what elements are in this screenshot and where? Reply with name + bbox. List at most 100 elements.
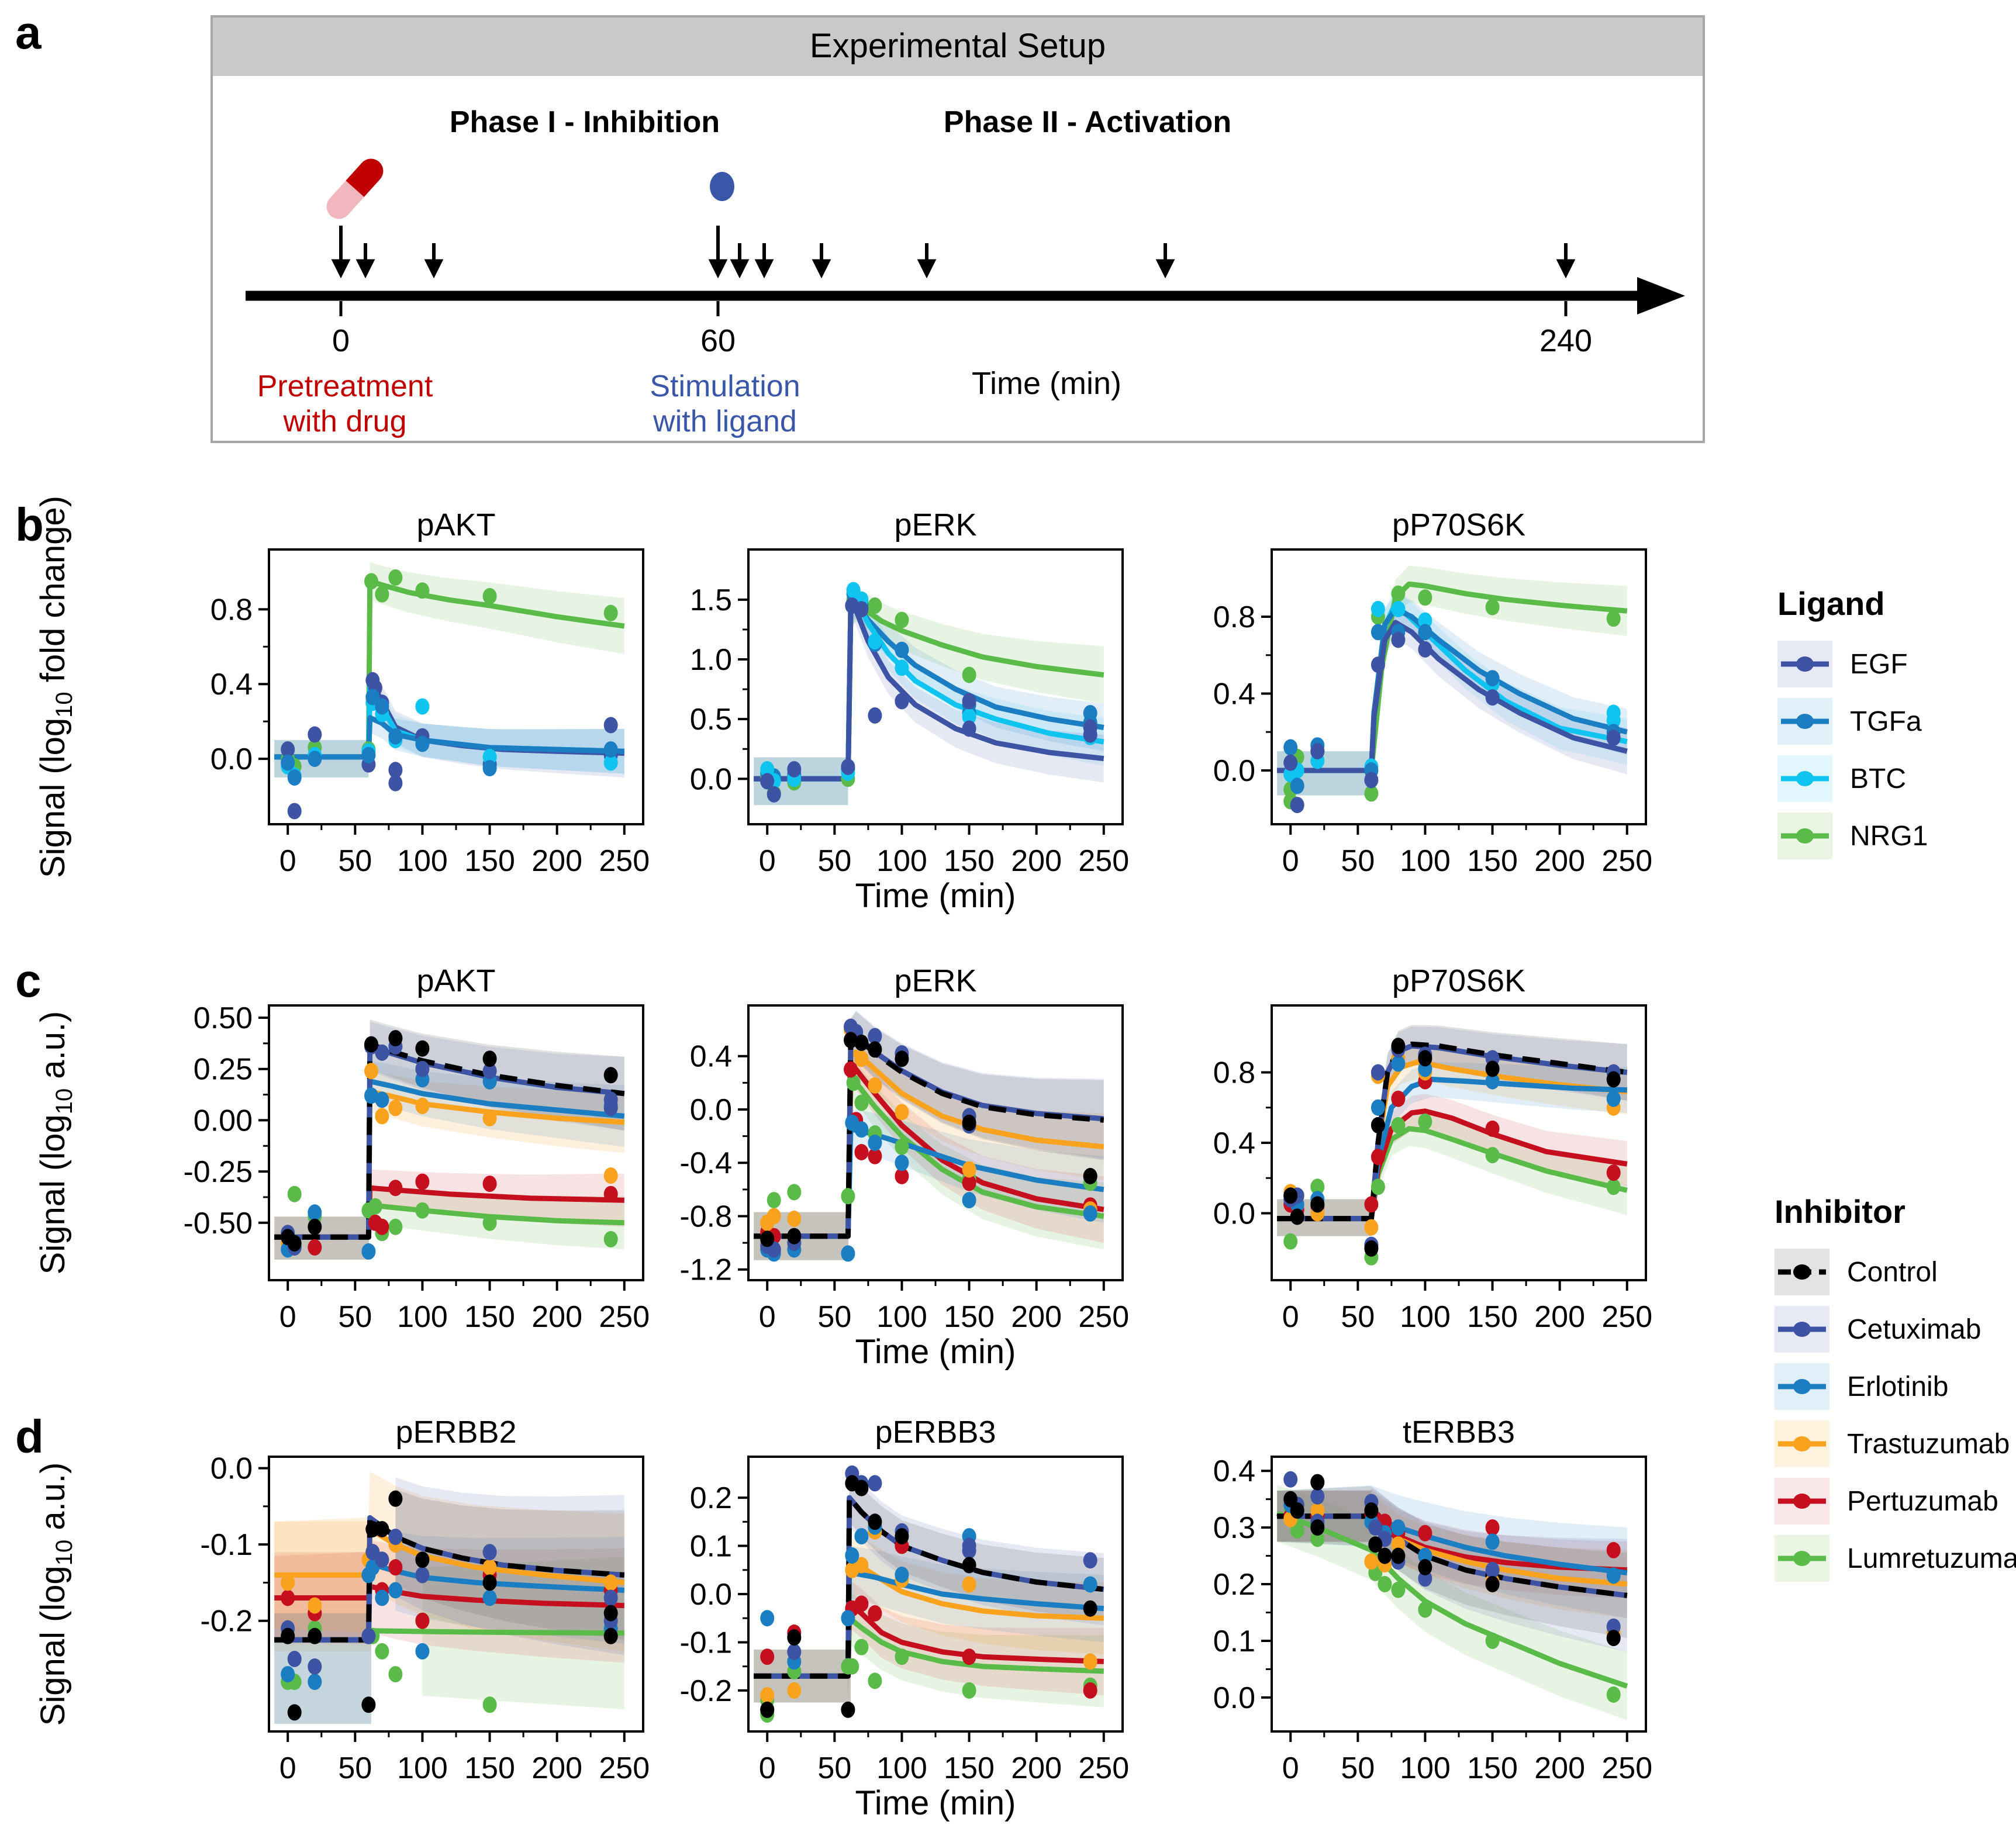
- x-tick-label: 200: [1011, 1300, 1062, 1334]
- x-tick-label: 50: [1341, 1300, 1375, 1334]
- y-tick-label: -0.2: [679, 1674, 732, 1708]
- y-tick-label: -1.2: [679, 1253, 732, 1287]
- panel-label-d: d: [15, 1411, 44, 1463]
- x-tick-label: 0: [279, 844, 296, 878]
- x-tick-label: 200: [1534, 1751, 1585, 1785]
- series-band-Erlotinib: [395, 1532, 624, 1644]
- chart-title: pERK: [894, 963, 976, 998]
- x-tick-label: 100: [1400, 1300, 1451, 1334]
- x-tick-label: 0: [1282, 844, 1299, 878]
- x-tick-label: 200: [1011, 1751, 1062, 1785]
- y-tick-label: -0.8: [679, 1200, 732, 1233]
- y-tick-label: 0.8: [1213, 1056, 1255, 1090]
- series-band-Cetuximab: [848, 1010, 1104, 1260]
- x-tick-label: 150: [464, 1751, 515, 1785]
- legend-key-icon: [1777, 641, 1832, 687]
- chart-b-pERK: pERK 0.0 0.5 1.0 1.5 0 50 100 150 200 250 Time (min…: [690, 507, 1129, 915]
- series-line-Control: [274, 1515, 625, 1643]
- x-tick-label: 50: [817, 844, 851, 878]
- y-axis-label-b: Signal (log10 fold change): [34, 496, 77, 878]
- y-axis-label-c: Signal (log10 a.u.): [34, 1011, 77, 1275]
- x-tick-label: 0: [1282, 1300, 1299, 1334]
- x-tick-label: 250: [1601, 1300, 1652, 1334]
- x-tick-label: 50: [1341, 844, 1375, 878]
- x-tick-label: 100: [397, 1751, 448, 1785]
- svg-text:with ligand: with ligand: [653, 405, 797, 438]
- x-tick-label: 0: [759, 1300, 776, 1334]
- chart-title: pERBB2: [395, 1415, 516, 1450]
- legend-item-label: Erlotinib: [1847, 1371, 1949, 1402]
- y-tick-label: 0.5: [690, 703, 732, 737]
- series-line-EGF: [1277, 620, 1628, 773]
- series-band-Trastuzumab: [1371, 1045, 1627, 1235]
- series-points-Control: [281, 1030, 618, 1252]
- series-band-Pertuzumab: [1371, 1094, 1627, 1235]
- series-points-Control: [760, 1475, 1097, 1718]
- x-tick-label: 0: [279, 1751, 296, 1785]
- series-points-Lumretuzumab: [760, 1639, 1097, 1723]
- y-tick-label: 0.50: [194, 1001, 253, 1035]
- legend-item-label: EGF: [1850, 648, 1908, 680]
- y-tick-label: -0.4: [679, 1146, 732, 1180]
- y-tick-label: 0.4: [1213, 1454, 1255, 1488]
- legend-key-icon: [1775, 1363, 1829, 1410]
- series-points-Control: [760, 1032, 1097, 1247]
- x-tick-label: 50: [338, 1300, 372, 1334]
- series-band-BTC: [848, 583, 1104, 794]
- y-tick-label: 0.8: [1213, 600, 1255, 634]
- x-tick-label: 0: [1282, 1751, 1299, 1785]
- x-tick-label: 0: [759, 1751, 776, 1785]
- chart-d-pERBB2: pERBB2 0.0 -0.1 -0.2 0 50 100 150 200 250: [200, 1415, 650, 1785]
- y-tick-label: 0.0: [210, 1452, 253, 1486]
- x-axis-label: Time (min): [855, 877, 1016, 915]
- timeline-axis: 0 60 240 Time (min): [246, 277, 1685, 401]
- svg-text:with drug: with drug: [283, 405, 407, 438]
- x-tick-label: 100: [1400, 844, 1451, 878]
- x-tick-label: 250: [599, 1751, 650, 1785]
- series-points-EGF: [1283, 631, 1621, 814]
- x-tick-label: 150: [1467, 1751, 1518, 1785]
- y-tick-label: 0.4: [1213, 678, 1255, 711]
- experimental-setup-panel: Experimental Setup Phase I - Inhibition …: [210, 15, 1705, 443]
- y-tick-label: -0.1: [200, 1528, 253, 1562]
- y-tick-label: 0.1: [1213, 1624, 1255, 1658]
- y-tick-label: -0.2: [200, 1605, 253, 1639]
- legend-item-btc: BTC: [1777, 755, 1928, 803]
- legend-key-icon: [1775, 1420, 1829, 1467]
- legend-item-control: Control: [1775, 1248, 2016, 1296]
- svg-text:Pretreatment: Pretreatment: [257, 369, 433, 403]
- legend-item-trastuzumab: Trastuzumab: [1775, 1420, 2016, 1468]
- timeline-axis-label: Time (min): [972, 366, 1121, 401]
- series-line-NRG1: [1277, 581, 1628, 773]
- series-band-Pertuzumab: [848, 1049, 1104, 1256]
- phase1-label: Phase I - Inhibition: [450, 105, 720, 139]
- series-band-Control: [1371, 1025, 1627, 1236]
- x-tick-label: 100: [876, 1751, 927, 1785]
- legend-ligand: Ligand EGF TGFa BTC NRG1: [1777, 585, 1928, 869]
- chart-b-pP70S6K: pP70S6K 0.0 0.4 0.8 0 50 100 150 200 250: [1213, 507, 1652, 878]
- legend-item-lumretuzumab: Lumretuzumab: [1775, 1534, 2016, 1582]
- timeline-tick-240: 240: [1539, 323, 1592, 358]
- legend-item-erlotinib: Erlotinib: [1775, 1363, 2016, 1411]
- series-band-EGF: [848, 591, 1104, 794]
- x-tick-label: 50: [817, 1300, 851, 1334]
- series-points-EGF: [760, 597, 1097, 803]
- x-tick-label: 200: [531, 1751, 582, 1785]
- legend-item-tgfa: TGFa: [1777, 697, 1928, 745]
- timeline-tick-0: 0: [332, 323, 350, 358]
- chart-title: pERBB3: [875, 1415, 996, 1450]
- ligand-dot-icon: [710, 172, 734, 201]
- series-band-NRG1: [848, 587, 1104, 796]
- sampling-arrows: [331, 226, 1576, 279]
- x-tick-label: 200: [531, 1300, 582, 1334]
- svg-text:Stimulation: Stimulation: [650, 369, 800, 403]
- series-line-Control: [1277, 1041, 1628, 1222]
- legend-item-label: Lumretuzumab: [1847, 1543, 2016, 1574]
- timeline-tick-60: 60: [700, 323, 736, 358]
- y-tick-label: 0.4: [210, 668, 253, 701]
- x-tick-label: 250: [1078, 844, 1129, 878]
- x-tick-label: 200: [1534, 1300, 1585, 1334]
- x-tick-label: 0: [759, 844, 776, 878]
- chart-title: pERK: [894, 507, 976, 542]
- chart-title: pAKT: [416, 507, 495, 542]
